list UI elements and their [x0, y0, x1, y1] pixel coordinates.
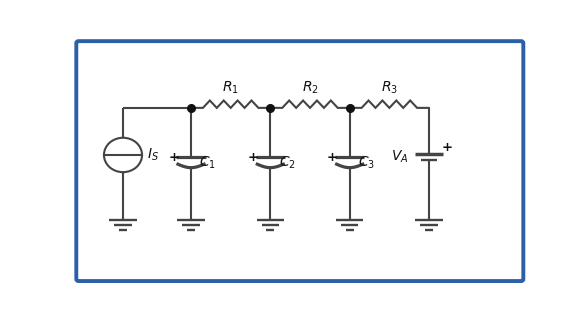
Text: +: +	[168, 151, 179, 164]
Text: $C_1$: $C_1$	[199, 154, 216, 171]
Text: $R_3$: $R_3$	[381, 80, 398, 96]
FancyBboxPatch shape	[76, 41, 524, 281]
Text: $R_2$: $R_2$	[302, 80, 318, 96]
Text: $I_S$: $I_S$	[147, 147, 160, 163]
Text: $V_A$: $V_A$	[391, 149, 408, 165]
Text: $C_3$: $C_3$	[358, 154, 375, 171]
Text: +: +	[442, 142, 453, 154]
Text: +: +	[247, 151, 259, 164]
Text: $C_2$: $C_2$	[278, 154, 295, 171]
Text: $R_1$: $R_1$	[222, 80, 239, 96]
Text: +: +	[327, 151, 338, 164]
